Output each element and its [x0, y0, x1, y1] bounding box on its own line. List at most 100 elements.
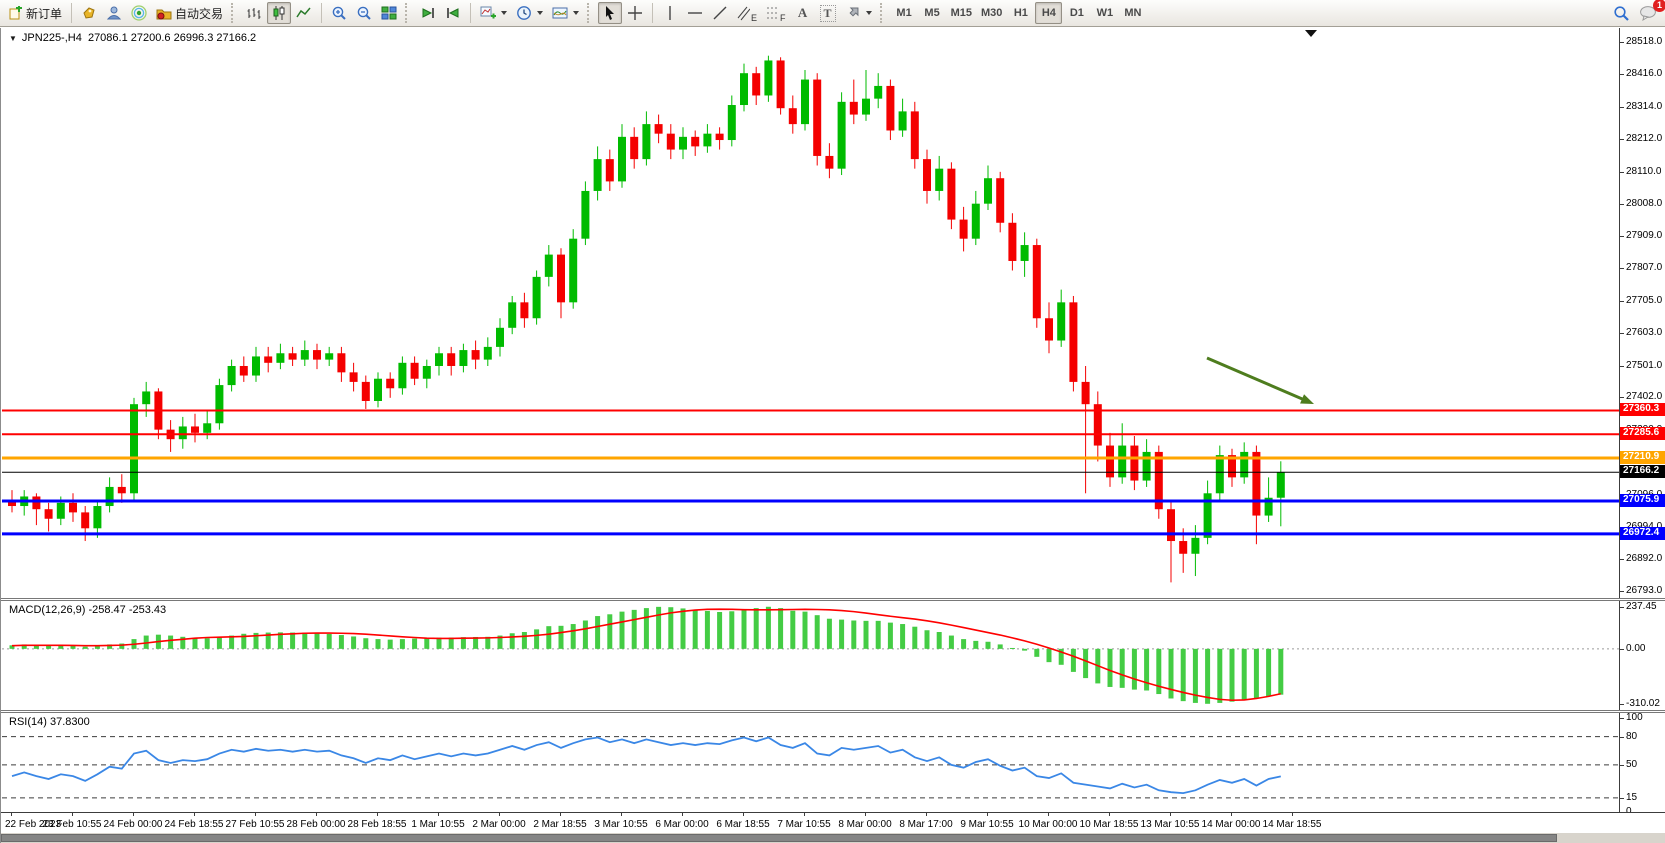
time-tick: [987, 813, 988, 816]
time-label: 9 Mar 10:55: [960, 819, 1014, 830]
chart-shift-button[interactable]: [441, 2, 465, 24]
time-tick: [926, 813, 927, 816]
channel-icon: [737, 6, 751, 21]
chart-window: ▼ JPN225-,H4 27086.1 27200.6 26996.3 271…: [0, 28, 1665, 843]
text-label-button[interactable]: T: [816, 2, 840, 24]
fibonacci-button[interactable]: F: [762, 2, 790, 24]
time-label: 24 Feb 00:00: [103, 819, 163, 830]
timeframe-button-H1[interactable]: H1: [1007, 2, 1034, 24]
new-order-icon: [9, 5, 22, 19]
auto-trading-button[interactable]: 自动交易: [152, 2, 227, 24]
zoom-in-button[interactable]: [327, 2, 351, 24]
timeframe-toolbar: M1 M5 M15 M30 H1 H4 D1 W1 MN: [891, 2, 1147, 24]
scroll-to-end-marker[interactable]: [1305, 30, 1317, 37]
macd-axis[interactable]: 237.45 0.00 -310.02: [1619, 601, 1665, 710]
timeframe-button-MN[interactable]: MN: [1119, 2, 1146, 24]
time-tick: [1292, 813, 1293, 816]
gold-tag-icon: [83, 7, 95, 19]
signal-button[interactable]: [127, 2, 151, 24]
cursor-button[interactable]: [598, 2, 623, 24]
text-button[interactable]: A: [791, 2, 815, 24]
price-tick: 28110.0: [1619, 165, 1662, 177]
line-chart-button[interactable]: [292, 2, 316, 24]
macd-canvas[interactable]: [2, 601, 1619, 710]
timeframe-button-M5[interactable]: M5: [919, 2, 946, 24]
price-line-label: 27210.9: [1620, 450, 1665, 464]
time-tick: [316, 813, 317, 816]
vertical-line-button[interactable]: [658, 2, 682, 24]
zoom-out-button[interactable]: [352, 2, 376, 24]
tile-windows-button[interactable]: [377, 2, 401, 24]
time-label: 3 Mar 10:55: [594, 819, 648, 830]
templates-button[interactable]: [548, 2, 583, 24]
chart-title: ▼ JPN225-,H4 27086.1 27200.6 26996.3 271…: [9, 32, 256, 44]
search-button[interactable]: [1609, 2, 1634, 24]
chart-shift-icon: [447, 8, 459, 18]
price-tick: 28008.0: [1619, 198, 1663, 210]
rsi-tick: 15: [1619, 791, 1638, 803]
time-tick: [438, 813, 439, 816]
new-order-label: 新订单: [26, 6, 63, 21]
indicators-icon: [480, 6, 497, 19]
clock-icon: [517, 6, 531, 20]
auto-trading-icon: [156, 9, 172, 20]
text-label-icon: T: [819, 4, 836, 22]
arrows-button[interactable]: [841, 2, 876, 24]
time-label: 2 Mar 18:55: [533, 819, 587, 830]
main-chart-canvas[interactable]: [2, 28, 1619, 598]
periods-dropdown-caret[interactable]: [537, 11, 544, 15]
toolbar-grip: [879, 3, 886, 23]
price-tick: 28518.0: [1619, 36, 1663, 47]
time-label: 22 Feb 2023: [5, 819, 62, 830]
vertical-line-icon: [669, 6, 671, 20]
price-line-label: 27075.9: [1620, 493, 1665, 507]
auto-trading-label: 自动交易: [175, 6, 224, 21]
candlestick-chart-icon: [273, 6, 285, 20]
price-line-label: 26972.4: [1620, 526, 1665, 540]
notifications-button[interactable]: 1: [1635, 0, 1665, 24]
rsi-canvas[interactable]: [2, 713, 1619, 812]
pane-splitter-rsi[interactable]: [1, 710, 1665, 713]
scrollbar-thumb[interactable]: [1, 834, 1557, 842]
pane-splitter-macd[interactable]: [1, 598, 1665, 601]
market-watch-button[interactable]: [77, 2, 101, 24]
time-label: 13 Mar 10:55: [1140, 819, 1200, 830]
price-axis[interactable]: 28518.0 28416.0 28314.0 28212.0 28110.0 28008…: [1619, 28, 1665, 598]
horizontal-scrollbar[interactable]: [1, 833, 1665, 843]
indicators-button[interactable]: [476, 2, 511, 24]
time-tick: [621, 813, 622, 816]
signal-icon: [131, 5, 147, 21]
chart-menu-caret-icon[interactable]: ▼: [9, 33, 17, 43]
indicators-dropdown-caret[interactable]: [501, 11, 508, 15]
timeframe-button-M1[interactable]: M1: [891, 2, 918, 24]
timeframe-button-M30[interactable]: M30: [977, 2, 1006, 24]
timeframe-button-W1[interactable]: W1: [1091, 2, 1118, 24]
crosshair-button[interactable]: [623, 2, 647, 24]
timeframe-button-D1[interactable]: D1: [1063, 2, 1090, 24]
time-label: 6 Mar 18:55: [716, 819, 770, 830]
bar-chart-button[interactable]: [242, 2, 266, 24]
periods-button[interactable]: [512, 2, 547, 24]
equidistant-channel-button[interactable]: E: [733, 2, 761, 24]
price-tick: 26793.0: [1619, 584, 1663, 596]
price-tick: 28416.0: [1619, 68, 1663, 80]
time-tick: [194, 813, 195, 816]
timeframe-button-M15[interactable]: M15: [947, 2, 976, 24]
arrows-dropdown-caret[interactable]: [865, 11, 872, 15]
candlestick-chart-button[interactable]: [267, 2, 292, 24]
time-axis[interactable]: 22 Feb 2023 23 Feb 10:55 24 Feb 00:00 24 Fe…: [1, 812, 1665, 834]
timeframe-button-H4[interactable]: H4: [1035, 2, 1063, 24]
trendline-button[interactable]: [708, 2, 732, 24]
time-label: 8 Mar 00:00: [838, 819, 892, 830]
new-order-button[interactable]: 新订单: [4, 2, 66, 24]
fibonacci-icon: [767, 7, 779, 19]
rsi-axis[interactable]: 1008050150: [1619, 712, 1665, 817]
horizontal-line-button[interactable]: [683, 2, 707, 24]
auto-scroll-button[interactable]: [416, 2, 440, 24]
notification-badge: 1: [1653, 0, 1665, 12]
templates-dropdown-caret[interactable]: [573, 11, 580, 15]
rsi-label: RSI(14) 37.8300: [9, 716, 90, 728]
time-label: 27 Feb 10:55: [225, 819, 285, 830]
profile-button[interactable]: [102, 2, 126, 24]
price-tick: 27705.0: [1619, 294, 1663, 306]
